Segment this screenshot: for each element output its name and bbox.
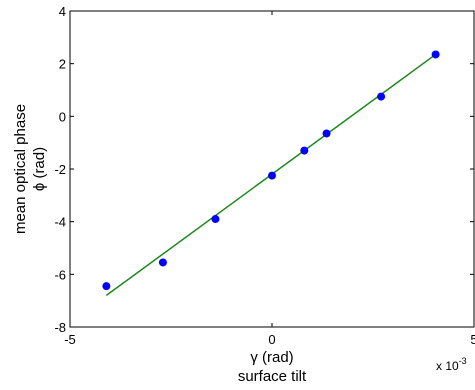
y-tick-label: -8 [54,320,66,335]
x-tick-label: -5 [64,332,76,347]
y-tick-label: 2 [59,57,66,72]
data-point [268,171,276,180]
data-point [377,92,386,101]
x-axis-label-line2: surface tilt [238,368,307,385]
y-tick-label: 0 [59,109,66,124]
y-tick-label: -4 [54,215,66,230]
x-exponent-base: x 10 [436,359,459,373]
x-exponent-power: -3 [459,356,467,366]
x-exponent-label: x 10-3 [436,356,467,373]
data-point [300,146,309,155]
x-axis-label-line1: γ (rad) [250,349,293,366]
x-tick-label: 5 [470,332,475,347]
axis-ticks: -5 0 5 -8 -6 -4 -2 0 2 4 [54,4,475,347]
y-axis-label-line2: ϕ (rad) [31,147,48,191]
series-layer [102,50,440,297]
plot-frame [69,10,475,328]
y-tick-label: -6 [54,267,66,282]
y-axis-label-line1: mean optical phase [12,104,29,234]
data-point [158,258,167,267]
data-point [322,129,331,138]
y-tick-label: -2 [54,162,66,177]
plot-area [69,10,475,328]
data-point [211,215,220,224]
data-point [102,282,111,291]
y-tick-label: 4 [59,4,66,19]
x-tick-label: 0 [268,332,275,347]
data-point [431,50,440,59]
